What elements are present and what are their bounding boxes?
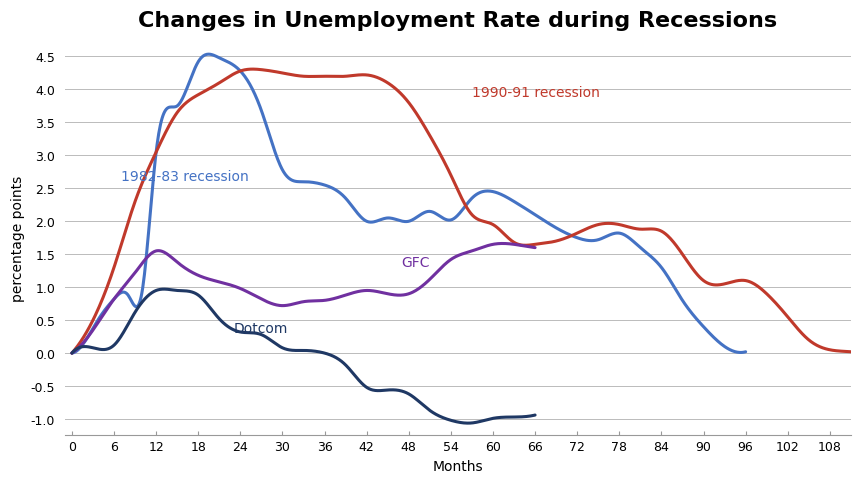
Y-axis label: percentage points: percentage points bbox=[11, 175, 25, 301]
Text: GFC: GFC bbox=[401, 256, 430, 270]
Text: 1990-91 recession: 1990-91 recession bbox=[471, 86, 599, 100]
Text: 1982-83 recession: 1982-83 recession bbox=[121, 170, 249, 183]
Text: Dotcom: Dotcom bbox=[233, 322, 288, 335]
X-axis label: Months: Months bbox=[432, 459, 483, 473]
Title: Changes in Unemployment Rate during Recessions: Changes in Unemployment Rate during Rece… bbox=[138, 11, 777, 31]
